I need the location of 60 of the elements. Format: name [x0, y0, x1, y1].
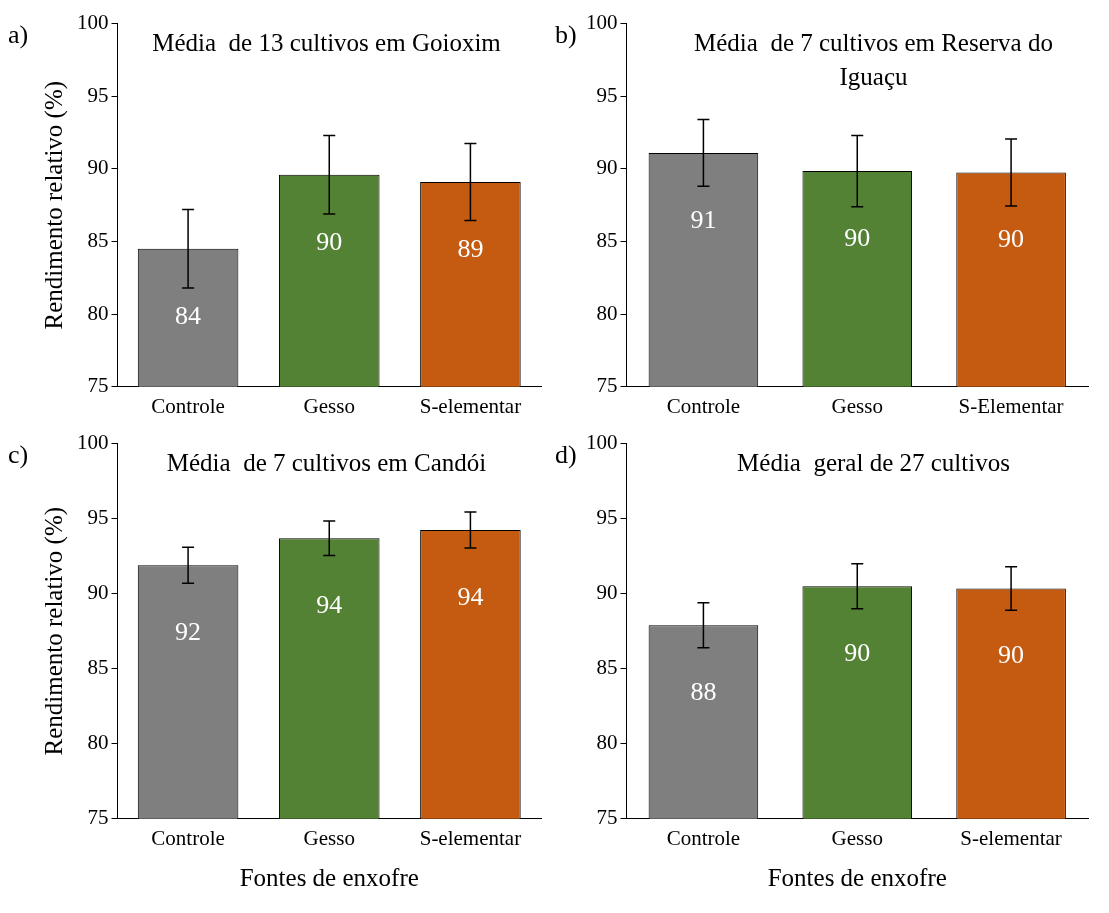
x-tick-label: Controle	[151, 825, 225, 850]
y-tick-label: 90	[596, 580, 618, 605]
text: Média de 7 cultivos em Reserva do Iguaçu	[693, 28, 1054, 92]
y-tick-label: 85	[596, 228, 618, 253]
y-tick-label: 100	[586, 430, 618, 455]
y-tick-label: 90	[596, 155, 618, 180]
x-axis-title: Fontes de enxofre	[767, 863, 947, 891]
x-axis-title: Fontes de enxofre	[239, 863, 419, 891]
y-tick-label: 85	[87, 228, 109, 253]
x-tick-label: S-elementar	[419, 825, 522, 850]
y-tick-label: 100	[77, 430, 109, 455]
data-label: 90	[316, 226, 343, 256]
x-tick-label: Gesso	[831, 393, 883, 418]
y-tick-label: 100	[77, 10, 109, 35]
y-tick-label: 75	[87, 805, 109, 830]
text: a)	[8, 20, 29, 49]
y-tick-label: 80	[87, 730, 109, 755]
data-label: 89	[457, 233, 484, 263]
data-label: 90	[998, 640, 1025, 670]
data-label: 90	[844, 222, 871, 252]
y-tick-label: 85	[87, 655, 109, 680]
y-tick-label: 75	[87, 373, 109, 398]
chart-title: Média de 7 cultivos em Candói	[166, 448, 487, 478]
y-tick-label: 80	[596, 300, 618, 325]
x-tick-label: S-elementar	[419, 393, 522, 418]
chart-title: Média de 13 cultivos em Goioxim	[152, 28, 501, 58]
data-label: 90	[844, 638, 871, 667]
text: c)	[8, 440, 29, 469]
y-tick-label: 80	[596, 730, 618, 755]
text: d)	[555, 440, 577, 469]
data-label: 88	[690, 677, 717, 707]
data-label: 94	[457, 581, 484, 611]
y-tick-label: 90	[87, 155, 109, 180]
data-label: 90	[998, 224, 1025, 254]
y-tick-label: 75	[596, 373, 618, 398]
y-axis-title: Rendimento relativo (%)	[39, 80, 68, 330]
y-tick-label: 85	[596, 655, 618, 680]
x-tick-label: Controle	[666, 825, 741, 850]
x-tick-label: Gesso	[303, 393, 355, 418]
y-tick-label: 90	[87, 580, 109, 605]
y-tick-label: 80	[87, 300, 109, 325]
data-label: 84	[175, 300, 202, 330]
y-tick-label: 95	[87, 505, 109, 530]
y-axis-title: Rendimento relativo (%)	[39, 506, 68, 756]
y-tick-label: 95	[596, 505, 618, 530]
y-tick-label: 95	[87, 82, 109, 107]
data-label: 91	[690, 204, 717, 234]
x-tick-label: Controle	[151, 393, 225, 418]
x-tick-label: Gesso	[831, 825, 883, 850]
data-label: 92	[175, 616, 202, 646]
data-label: 94	[316, 589, 343, 619]
y-tick-label: 100	[586, 10, 618, 35]
x-tick-label: Controle	[666, 393, 741, 418]
x-tick-label: S-elementar	[960, 825, 1062, 850]
text: b)	[555, 20, 577, 49]
y-tick-label: 95	[596, 82, 618, 107]
x-tick-label: Gesso	[303, 825, 355, 850]
y-tick-label: 75	[596, 805, 618, 830]
x-tick-label: S-Elementar	[958, 393, 1064, 418]
chart-title: Média geral de 27 cultivos	[737, 448, 1010, 478]
